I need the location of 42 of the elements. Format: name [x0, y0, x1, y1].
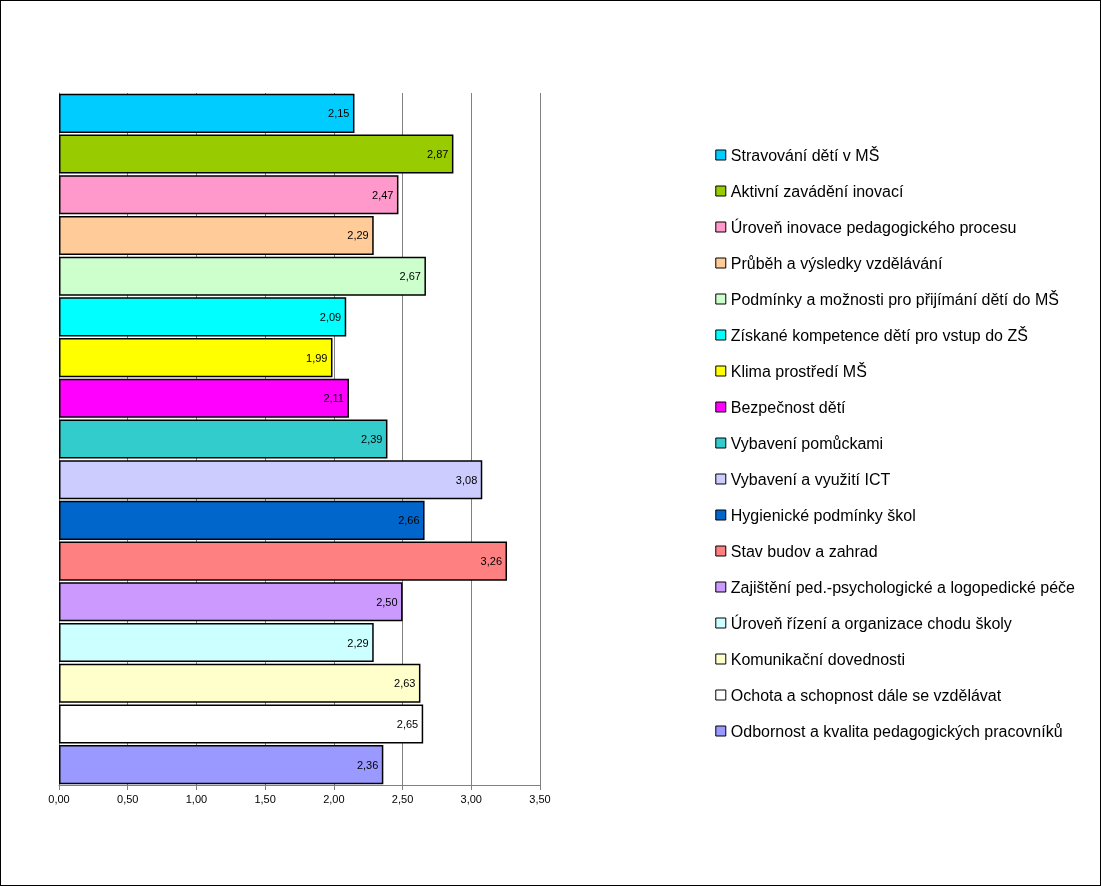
legend-label: Úroveň inovace pedagogického procesu: [730, 217, 1017, 236]
legend-label: Bezpečnost dětí: [730, 398, 847, 416]
legend-label: Vybavení a využití ICT: [730, 470, 891, 488]
x-tick-label: 3,50: [529, 792, 551, 805]
data-label: 2,11: [323, 392, 344, 405]
x-tick-label: 2,50: [391, 792, 414, 805]
data-label: 2,66: [398, 514, 420, 527]
data-label: 2,65: [396, 717, 419, 730]
legend-label: Úroveň řízení a organizace chodu školy: [730, 613, 1012, 632]
legend-label: Komunikační dovednosti: [730, 650, 906, 668]
legend-label: Ochota a schopnost dále se vzdělávat: [730, 686, 1002, 704]
legend-label: Hygienické podmínky škol: [730, 506, 916, 524]
data-label: 2,39: [361, 433, 383, 445]
data-label: 3,26: [480, 555, 503, 568]
data-label: 2,47: [372, 188, 394, 201]
x-tick-label: 2,00: [323, 792, 345, 805]
x-tick-label: 3,00: [460, 792, 482, 805]
data-label: 2,36: [356, 758, 379, 771]
legend-label: Aktivní zavádění inovací: [730, 182, 904, 200]
data-label: 2,63: [394, 677, 416, 690]
data-label: 2,50: [376, 595, 398, 608]
legend-label: Odbornost a kvalita pedagogických pracovníků: [730, 722, 1063, 740]
legend-label: Stravování dětí v MŠ: [730, 145, 880, 164]
x-tick-label: 0,00: [48, 792, 70, 805]
legend-label: Zajištění ped.-psychologické a logopedické péče: [730, 578, 1076, 596]
data-label: 3,08: [455, 473, 478, 486]
x-tick-label: 1,00: [185, 792, 208, 805]
data-label: 1,99: [306, 351, 328, 364]
data-label: 2,15: [328, 107, 350, 120]
x-tick-label: 0,50: [117, 792, 139, 805]
data-label: 2,09: [319, 310, 342, 323]
legend-label: Vybavení pomůckami: [730, 434, 884, 452]
legend-label: Podmínky a možnosti pro přijímání dětí do MŠ: [730, 289, 1059, 308]
x-tick-label: 1,50: [254, 792, 276, 805]
legend-label: Průběh a výsledky vzdělávání: [730, 254, 944, 272]
data-label: 2,29: [347, 229, 369, 242]
legend-label: Klima prostředí MŠ: [730, 361, 867, 380]
data-label: 2,67: [399, 270, 421, 283]
data-label: 2,29: [347, 636, 369, 649]
legend-label: Získané kompetence dětí pro vstup do ZŠ: [730, 325, 1028, 344]
data-label: 2,87: [427, 148, 449, 161]
legend-label: Stav budov a zahrad: [730, 542, 878, 560]
